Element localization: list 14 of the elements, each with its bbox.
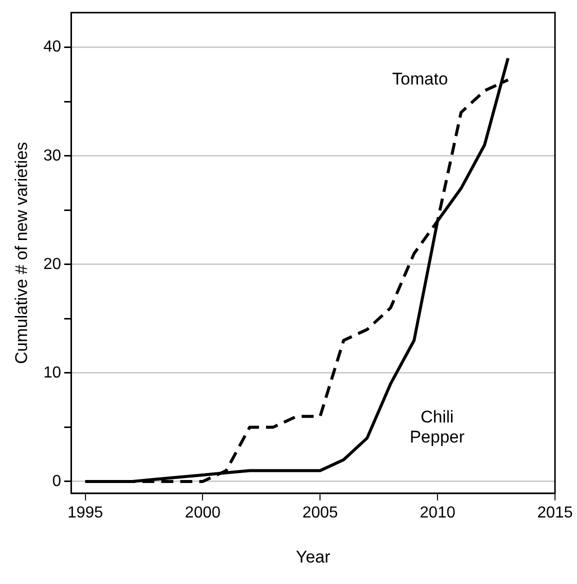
series-label: Chili Pepper — [410, 408, 465, 447]
y-tick-label: 20 — [43, 256, 62, 273]
x-tick-label: 2010 — [420, 504, 456, 522]
y-tick-label: 40 — [43, 38, 62, 56]
x-tick-label: 1995 — [67, 504, 104, 522]
x-axis-title: Year — [296, 547, 331, 566]
y-axis-title: Cumulative # of new varieties — [12, 142, 31, 364]
y-tick-label: 30 — [43, 147, 62, 164]
series-label: Tomato — [392, 70, 448, 89]
x-tick-label: 2000 — [184, 504, 221, 522]
y-tick-label: 10 — [43, 364, 62, 382]
y-tick-label: 0 — [52, 472, 62, 490]
x-tick-label: 2015 — [537, 504, 573, 522]
x-tick-label: 2005 — [302, 504, 338, 522]
